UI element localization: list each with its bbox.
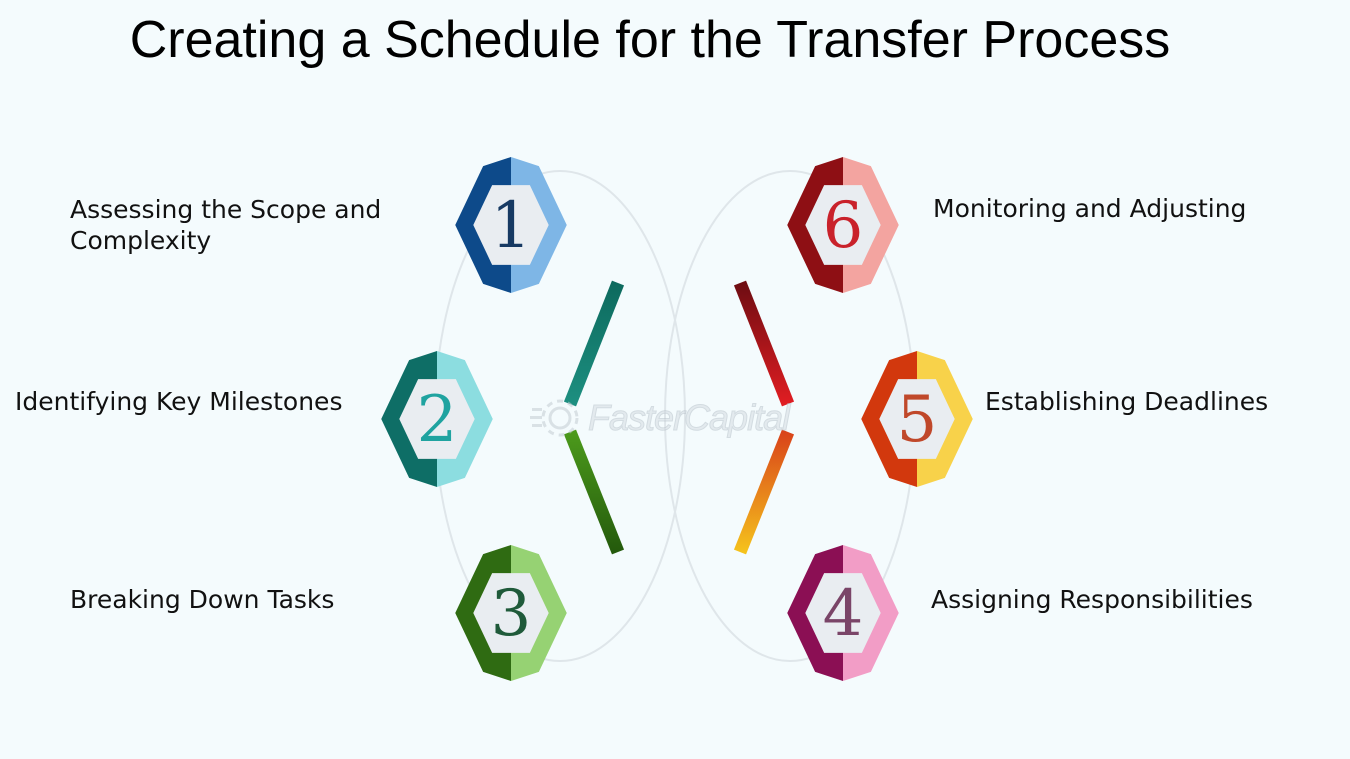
- step-hex-3: 3: [455, 545, 567, 681]
- step-hex-4: 4: [787, 545, 899, 681]
- step-label-5: Establishing Deadlines: [985, 387, 1269, 416]
- watermark-text: FasterCapital: [587, 397, 790, 439]
- step-number-5: 5: [897, 383, 938, 457]
- step-hex-2: 2: [381, 351, 493, 487]
- step-number-1: 1: [491, 189, 532, 263]
- hex-2-center: [399, 379, 475, 459]
- ring-segment-lower-right: [733, 429, 795, 555]
- hex-1-center: [473, 185, 549, 265]
- step-number-2: 2: [417, 383, 458, 457]
- ring-segment-upper-left: [563, 280, 625, 407]
- step-number-6: 6: [823, 189, 864, 263]
- ring-segment-lower-left: [563, 429, 625, 555]
- step-label-1: Assessing the Scope and Complexity: [70, 195, 382, 255]
- hex-6-center: [805, 185, 881, 265]
- hex-5-center: [879, 379, 955, 459]
- watermark: FasterCapital: [530, 392, 791, 444]
- step-number-3: 3: [491, 577, 532, 651]
- step-hex-6: 6: [787, 157, 899, 293]
- page-title: Creating a Schedule for the Transfer Pro…: [129, 11, 1171, 69]
- gear-icon: [530, 399, 579, 437]
- step-label-3: Breaking Down Tasks: [70, 585, 335, 614]
- central-hexagon-ring: [563, 273, 795, 563]
- hex-4-center: [805, 573, 881, 653]
- hex-3-center: [473, 573, 549, 653]
- step-label-4: Assigning Responsibilities: [931, 585, 1253, 614]
- step-label-6: Monitoring and Adjusting: [933, 194, 1247, 223]
- step-label-2: Identifying Key Milestones: [15, 387, 343, 416]
- step-hex-5: 5: [861, 351, 973, 487]
- ring-segment-upper-right: [733, 280, 795, 407]
- step-number-4: 4: [823, 577, 864, 651]
- step-hex-1: 1: [455, 157, 567, 293]
